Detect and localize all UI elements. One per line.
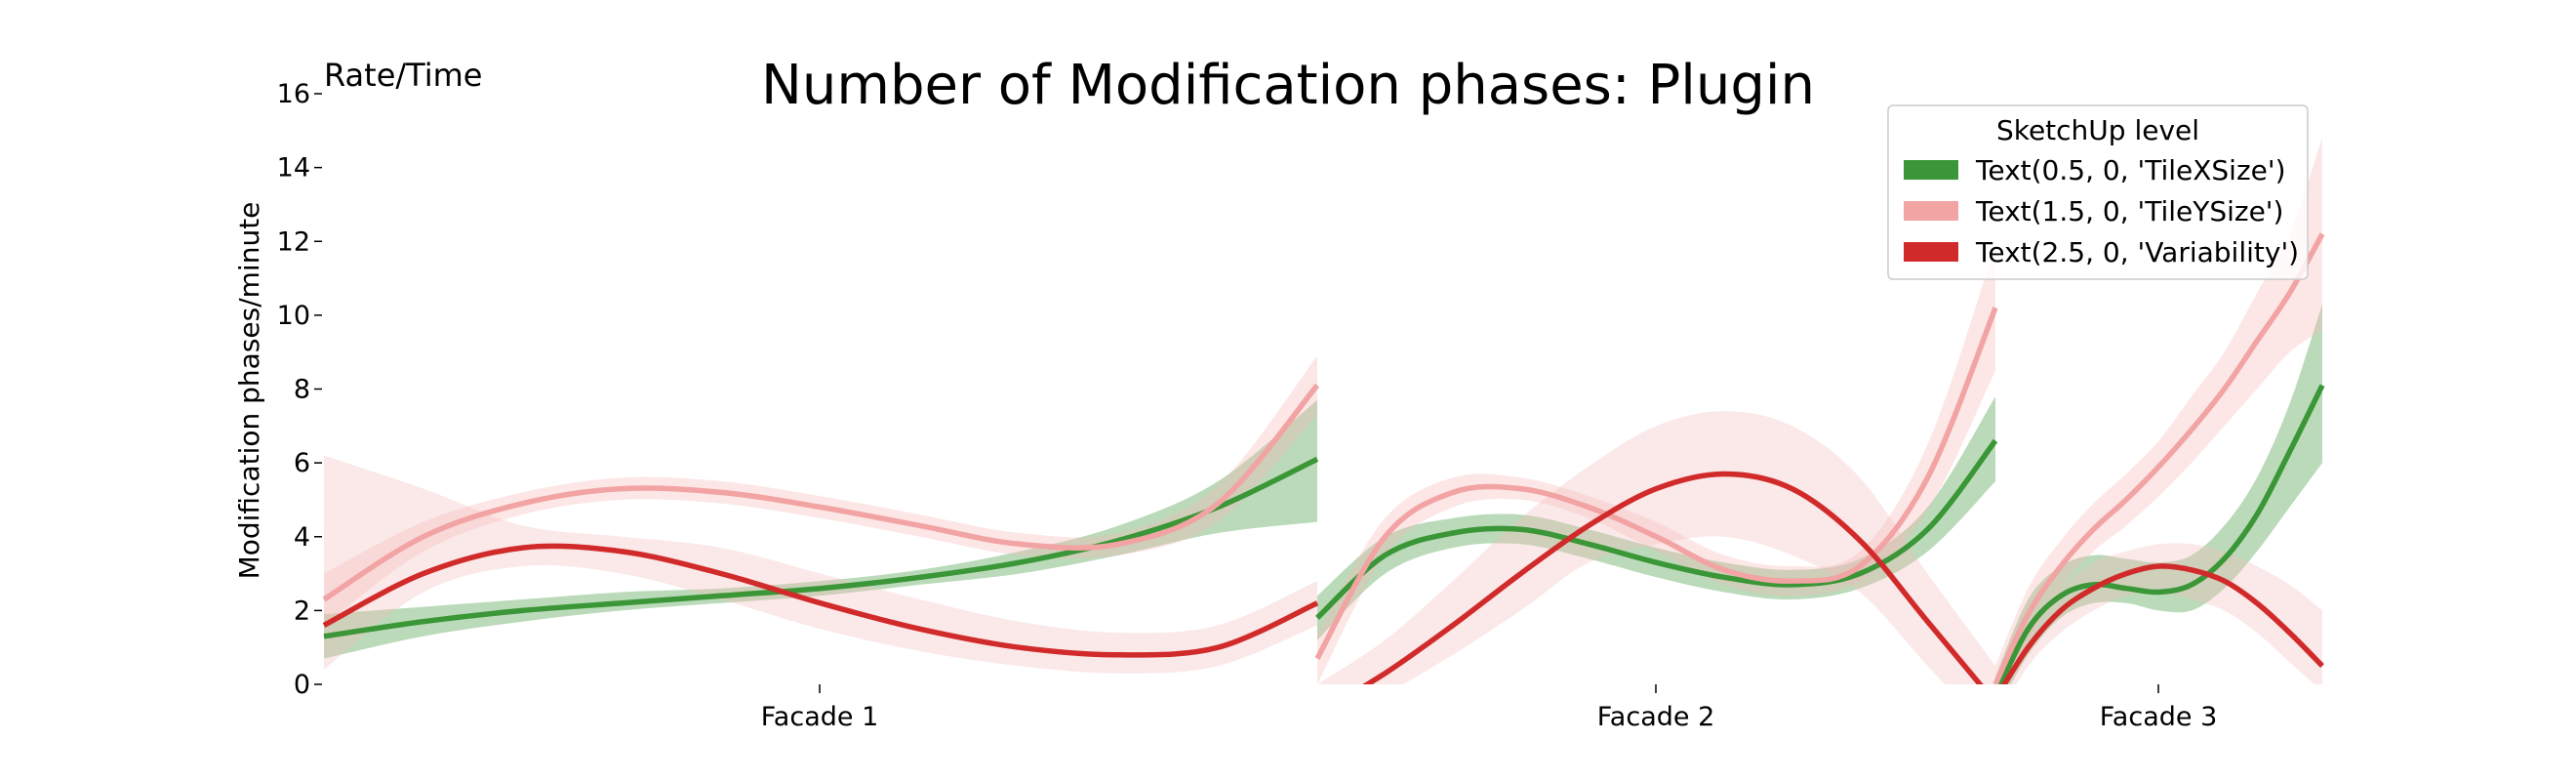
y-tick-label: 2 (294, 596, 310, 626)
legend-frame (1887, 104, 2309, 280)
y-tick-label: 16 (277, 79, 310, 109)
line-variability-facade-2 (1362, 471, 1984, 684)
series-lines (322, 232, 2325, 684)
legend-title: SketchUp level (1996, 114, 2199, 146)
x-tick-label-facade-1: Facade 1 (761, 702, 879, 732)
y-tick-label: 14 (277, 153, 310, 184)
band-tileysize-facade-1 (324, 355, 1317, 626)
line-tilexsize-facade-3 (1997, 384, 2325, 684)
y-tick-label: 12 (277, 226, 310, 257)
line-tilexsize-facade-1 (323, 456, 1319, 639)
band-variability-facade-2 (1317, 411, 1995, 684)
legend-swatch-tilexsize (1904, 160, 1958, 180)
chart-title: Number of Modification phases: Plugin (761, 54, 1815, 117)
line-tileysize-facade-3 (1992, 232, 2325, 684)
band-variability-facade-1 (324, 455, 1317, 674)
legend-swatch-variability (1904, 242, 1958, 262)
y-tick-label: 6 (294, 448, 310, 478)
line-variability-facade-3 (2000, 563, 2324, 684)
y-tick-label: 4 (294, 522, 310, 553)
y-tick-label: 10 (277, 301, 310, 331)
legend-label-tileysize: Text(1.5, 0, 'TileYSize') (1975, 195, 2283, 227)
legend-label-variability: Text(2.5, 0, 'Variability') (1975, 236, 2299, 268)
plot-area (322, 138, 2325, 684)
legend-label-tilexsize: Text(0.5, 0, 'TileXSize') (1975, 154, 2286, 186)
rate-time-label: Rate/Time (324, 57, 482, 94)
legend: SketchUp level Text(0.5, 0, 'TileXSize')… (1887, 104, 2309, 280)
line-tileysize-facade-2 (1314, 307, 1998, 660)
band-tilexsize-facade-1 (324, 399, 1317, 659)
line-variability-facade-1 (322, 543, 1319, 658)
line-tilexsize-facade-2 (1315, 438, 1998, 620)
band-variability-facade-3 (1995, 543, 2322, 684)
line-tileysize-facade-1 (322, 383, 1320, 602)
x-axis: Facade 1 Facade 2 Facade 3 (761, 684, 2218, 732)
x-tick-label-facade-3: Facade 3 (2100, 702, 2218, 732)
band-tileysize-facade-2 (1317, 245, 1995, 684)
y-tick-label: 8 (294, 375, 310, 405)
y-axis: 0 2 4 6 8 10 12 14 16 (277, 79, 322, 700)
x-tick-label-facade-2: Facade 2 (1597, 702, 1715, 732)
y-axis-label: Modification phases/minute (233, 202, 265, 580)
y-tick-label: 0 (294, 670, 310, 700)
legend-swatch-tileysize (1904, 201, 1958, 221)
